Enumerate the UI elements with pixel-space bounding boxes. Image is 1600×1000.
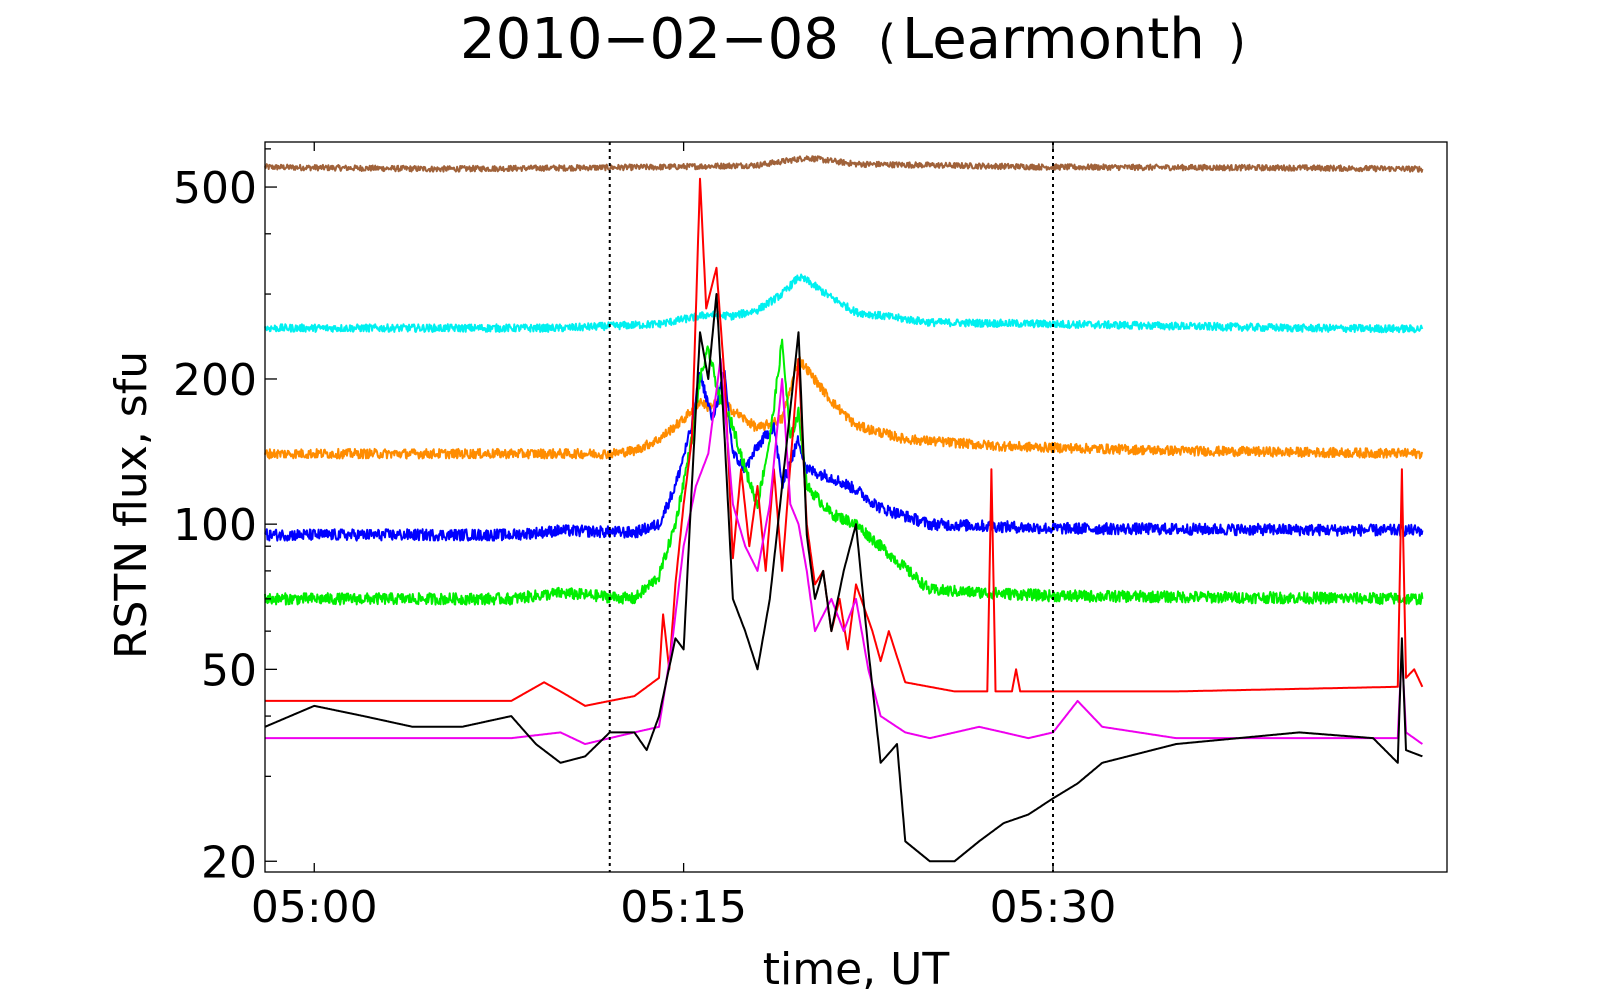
chart-title-date: 2010−02−08 — [460, 7, 839, 72]
chart-title-close-paren: ) — [1228, 15, 1246, 69]
x-axis-label: time, UT — [763, 944, 950, 995]
plot-frame — [264, 141, 1448, 873]
plot-area: 05:00 05:15 05:30 20 50 100 200 500 — [173, 141, 1448, 933]
series-line-8 — [264, 293, 1423, 863]
y-tick-label: 500 — [173, 163, 257, 214]
vertical-lines — [608, 142, 1054, 872]
x-tick-label: 05:00 — [251, 882, 378, 933]
series-layer — [264, 155, 1424, 863]
series-line-5 — [264, 338, 1424, 606]
series-line-2 — [264, 273, 1424, 334]
axis-ticks: 05:00 05:15 05:30 20 50 100 200 500 — [173, 142, 1116, 933]
y-tick-label: 50 — [201, 645, 257, 696]
series-line-4 — [264, 369, 1424, 542]
x-tick-label: 05:15 — [620, 882, 747, 933]
series-line-1 — [264, 155, 1424, 173]
series-line-3 — [264, 356, 1424, 460]
y-axis-label: RSTN flux, sfu — [106, 351, 157, 659]
series-line-7 — [264, 358, 1423, 745]
chart-title-station: Learmonth — [902, 7, 1205, 72]
y-tick-label: 20 — [201, 837, 257, 888]
series-line-6 — [264, 177, 1424, 707]
y-tick-label: 200 — [173, 355, 257, 406]
chart-title-open-paren: ( — [878, 15, 896, 69]
x-tick-label: 05:30 — [990, 882, 1117, 933]
y-tick-label: 100 — [173, 500, 257, 551]
